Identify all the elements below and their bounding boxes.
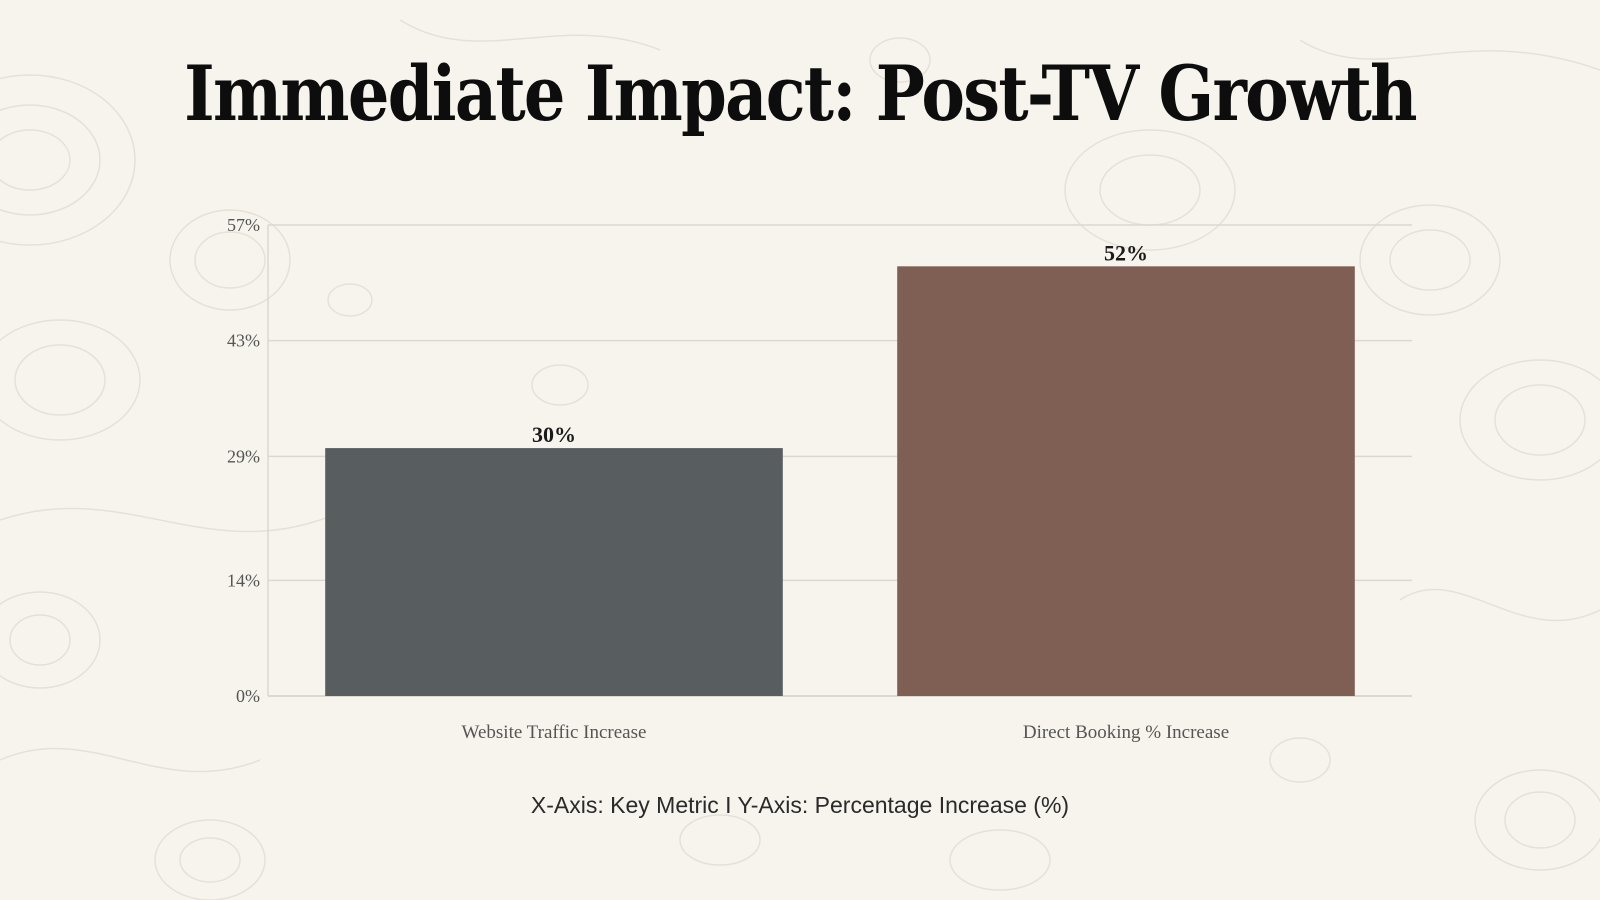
axis-caption: X-Axis: Key Metric I Y-Axis: Percentage … <box>530 792 1070 818</box>
y-tick-label: 57% <box>227 215 260 235</box>
y-tick-label: 43% <box>227 331 260 351</box>
bar-2 <box>897 266 1355 696</box>
data-label-1: 30% <box>532 422 576 447</box>
bar-1 <box>325 448 783 696</box>
data-label-2: 52% <box>1104 240 1148 265</box>
x-tick-label-2: Direct Booking % Increase <box>1023 722 1229 743</box>
y-tick-label: 29% <box>227 446 260 466</box>
y-tick-label: 0% <box>236 686 260 706</box>
x-tick-label-1: Website Traffic Increase <box>462 722 647 743</box>
y-tick-label: 14% <box>227 570 260 590</box>
page-title: Immediate Impact: Post-TV Growth <box>184 49 1417 138</box>
